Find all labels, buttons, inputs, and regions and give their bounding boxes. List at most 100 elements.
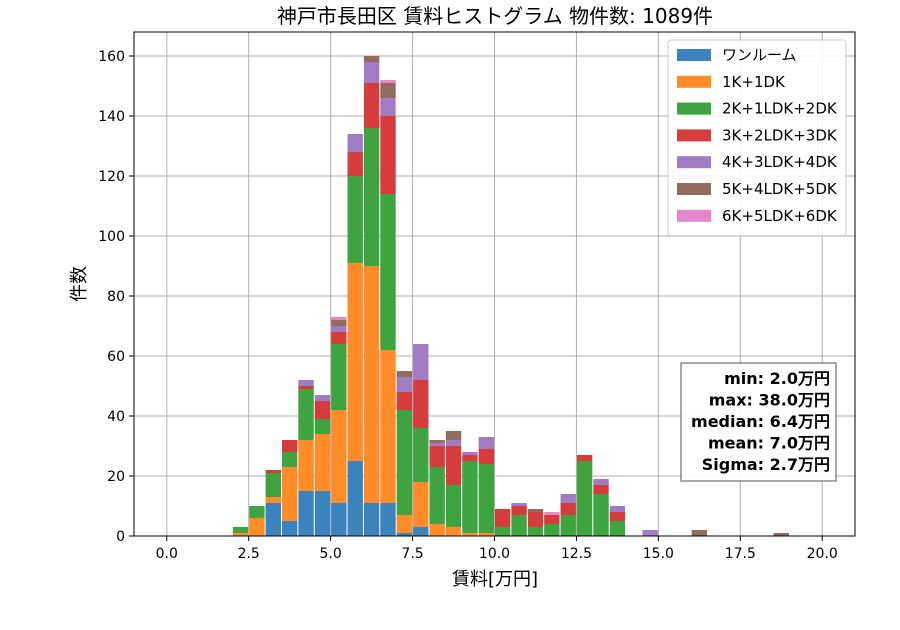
bar-segment: [298, 491, 314, 536]
legend-swatch: [677, 49, 711, 61]
bar-segment: [462, 461, 478, 533]
bar-segment: [429, 440, 445, 443]
bar-segment: [478, 437, 494, 449]
bar-segment: [281, 452, 298, 467]
bar-segment: [265, 497, 281, 503]
bar-segment: [314, 491, 331, 536]
bar-segment: [445, 440, 462, 446]
bar-segment: [347, 176, 363, 263]
legend-label: ワンルーム: [722, 46, 797, 64]
bar-segment: [642, 530, 658, 536]
bar-segment: [429, 524, 445, 536]
bar-segment: [331, 326, 347, 332]
bar-segment: [331, 344, 347, 410]
bar-segment: [413, 380, 429, 428]
stats-box: min: 2.0万円 max: 38.0万円 median: 6.4万円 mean: …: [680, 362, 837, 482]
x-axis-ticks: 0.0 2.5 5.0 7.5 10.0 12.5 15.0 17.5 20.0: [156, 536, 838, 562]
bar-segment: [281, 440, 298, 452]
bar-segment: [527, 512, 544, 527]
stats-line: max: 38.0万円: [709, 391, 830, 410]
bar-segment: [396, 515, 413, 533]
y-tick-label: 60: [107, 349, 125, 365]
stats-line: median: 6.4万円: [691, 412, 830, 431]
legend-box: [667, 39, 847, 237]
bar-segment: [462, 452, 478, 455]
bar-segment: [265, 503, 281, 536]
y-tick-label: 40: [107, 409, 125, 425]
bar-segment: [314, 419, 331, 434]
bars: [232, 56, 789, 536]
bar-segment: [527, 509, 544, 512]
bar-segment: [495, 509, 511, 527]
bar-segment: [314, 401, 331, 419]
bar-segment: [380, 98, 396, 116]
x-tick-label: 15.0: [643, 546, 674, 562]
legend-label: 5K+4LDK+5DK: [722, 180, 838, 198]
bar-segment: [380, 116, 396, 194]
bar-segment: [363, 56, 380, 62]
legend-swatch: [677, 102, 711, 115]
bar-segment: [380, 503, 396, 536]
bar-segment: [527, 527, 544, 536]
y-tick-label: 140: [98, 109, 125, 125]
bar-segment: [331, 317, 347, 320]
bar-segment: [478, 464, 494, 533]
legend-label: 4K+3LDK+4DK: [722, 153, 838, 171]
bar-segment: [347, 263, 363, 461]
bar-segment: [511, 515, 527, 536]
bar-segment: [265, 470, 281, 473]
bar-segment: [560, 503, 576, 515]
bar-segment: [363, 62, 380, 83]
legend-swatch: [677, 183, 711, 195]
x-axis-label: 賃料[万円]: [452, 569, 538, 590]
y-tick-label: 20: [107, 469, 125, 485]
bar-segment: [281, 521, 298, 536]
bar-segment: [576, 455, 593, 461]
bar-segment: [462, 533, 478, 536]
legend-label: 1K+1DK: [722, 73, 786, 91]
bar-segment: [773, 533, 789, 536]
bar-segment: [380, 83, 396, 98]
bar-segment: [396, 371, 413, 377]
bar-segment: [232, 527, 249, 533]
bar-segment: [413, 482, 429, 527]
bar-segment: [609, 512, 626, 521]
bar-segment: [363, 83, 380, 128]
legend-label: 3K+2LDK+3DK: [722, 126, 838, 144]
y-axis-label: 件数: [69, 266, 90, 302]
x-tick-label: 5.0: [320, 546, 342, 562]
legend-swatch: [677, 75, 711, 88]
x-tick-label: 7.5: [401, 546, 423, 562]
bar-segment: [380, 350, 396, 503]
bar-segment: [249, 506, 265, 518]
bar-segment: [511, 506, 527, 515]
bar-segment: [429, 467, 445, 524]
bar-segment: [429, 446, 445, 467]
bar-segment: [560, 515, 576, 536]
bar-segment: [495, 527, 511, 536]
bar-segment: [380, 80, 396, 83]
bar-segment: [593, 479, 609, 485]
bar-segment: [232, 533, 249, 536]
legend-swatch: [677, 209, 711, 222]
bar-segment: [298, 389, 314, 440]
bar-segment: [249, 518, 265, 536]
bar-segment: [298, 440, 314, 491]
grid-lines: [134, 32, 855, 537]
bar-segment: [560, 494, 576, 503]
bar-segment: [347, 461, 363, 536]
legend-label: 2K+1LDK+2DK: [722, 100, 838, 118]
bar-segment: [413, 344, 429, 380]
bar-segment: [593, 494, 609, 536]
bar-segment: [347, 152, 363, 176]
bar-segment: [363, 503, 380, 536]
bar-segment: [445, 485, 462, 527]
y-axis-ticks: 0 20 40 60 80 100 120 140 160: [98, 49, 134, 545]
bar-segment: [314, 395, 331, 401]
legend-label: 6K+5LDK+6DK: [722, 207, 838, 225]
x-tick-label: 0.0: [156, 546, 178, 562]
bar-segment: [691, 530, 708, 536]
stats-line: Sigma: 2.7万円: [702, 455, 830, 474]
bar-segment: [298, 386, 314, 389]
bar-segment: [265, 473, 281, 497]
